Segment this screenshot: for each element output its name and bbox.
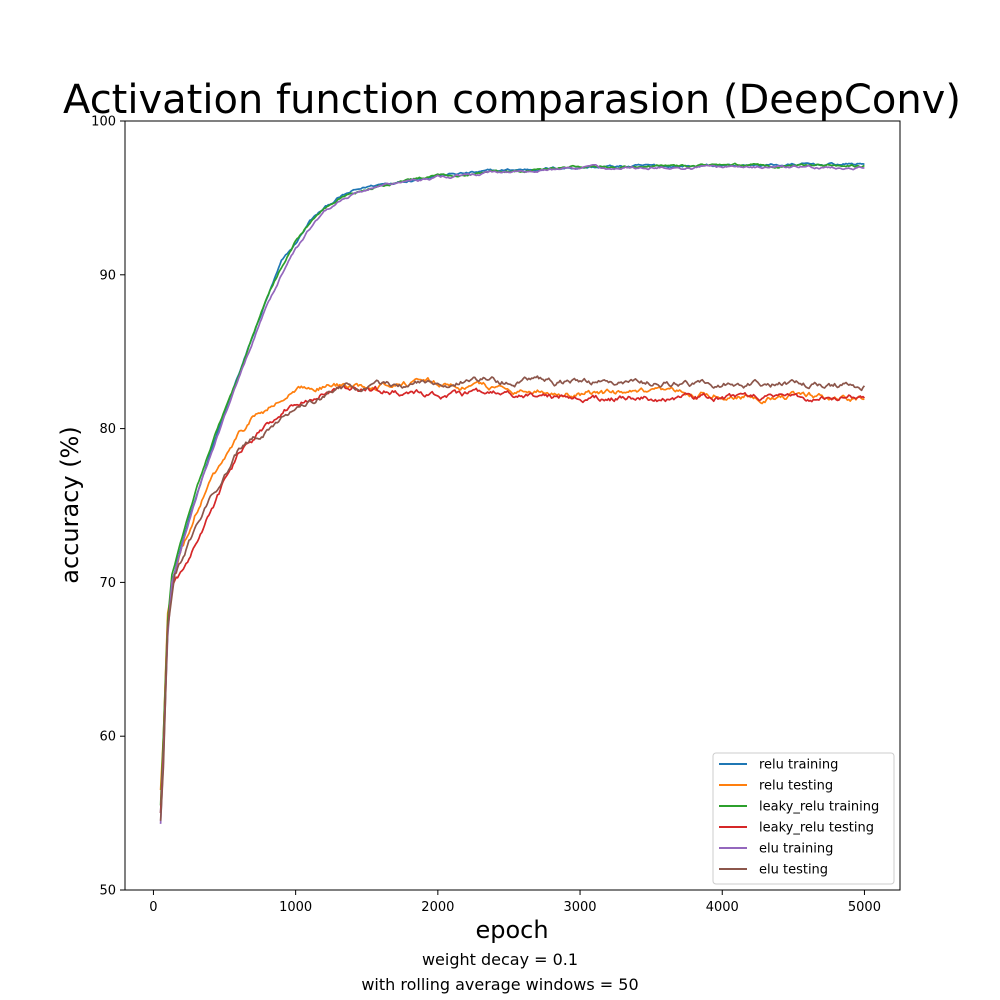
- y-axis: 50 60 70 80 90 100: [91, 115, 125, 899]
- weight-decay-note: weight decay = 0.1: [422, 950, 578, 969]
- y-axis-label: accuracy (%): [56, 426, 84, 583]
- legend-label: relu training: [759, 758, 838, 773]
- legend-label: elu training: [759, 842, 833, 857]
- y-tick-label: 70: [99, 576, 116, 591]
- x-tick-label: 3000: [563, 900, 596, 915]
- y-tick-label: 90: [99, 268, 116, 283]
- chart-title: Activation function comparasion (DeepCon…: [63, 77, 961, 123]
- legend-label: leaky_relu testing: [759, 821, 874, 836]
- x-tick-label: 2000: [421, 900, 454, 915]
- legend-label: leaky_relu training: [759, 800, 879, 815]
- x-tick-label: 0: [149, 900, 157, 915]
- legend-label: elu testing: [759, 863, 828, 878]
- y-tick-label: 50: [99, 884, 116, 899]
- y-tick-label: 60: [99, 730, 116, 745]
- series-line-elu-training: [159, 163, 865, 824]
- plot-frame: [124, 120, 901, 891]
- legend: relu training relu testing leaky_relu trai…: [712, 752, 895, 885]
- series-line-elu-testing: [159, 375, 866, 821]
- series-line-leaky-relu-testing: [159, 385, 866, 814]
- x-axis-label: epoch: [475, 916, 548, 944]
- x-tick-label: 5000: [848, 900, 881, 915]
- plot-lines: [159, 161, 866, 824]
- y-tick-label: 100: [91, 115, 116, 130]
- legend-box: [712, 752, 895, 885]
- x-tick-label: 1000: [279, 900, 312, 915]
- x-tick-label: 4000: [706, 900, 739, 915]
- rolling-window-note: with rolling average windows = 50: [361, 975, 638, 994]
- legend-label: relu testing: [759, 779, 833, 794]
- x-axis: 0 1000 2000 3000 4000 5000: [149, 890, 881, 915]
- y-tick-label: 80: [99, 422, 116, 437]
